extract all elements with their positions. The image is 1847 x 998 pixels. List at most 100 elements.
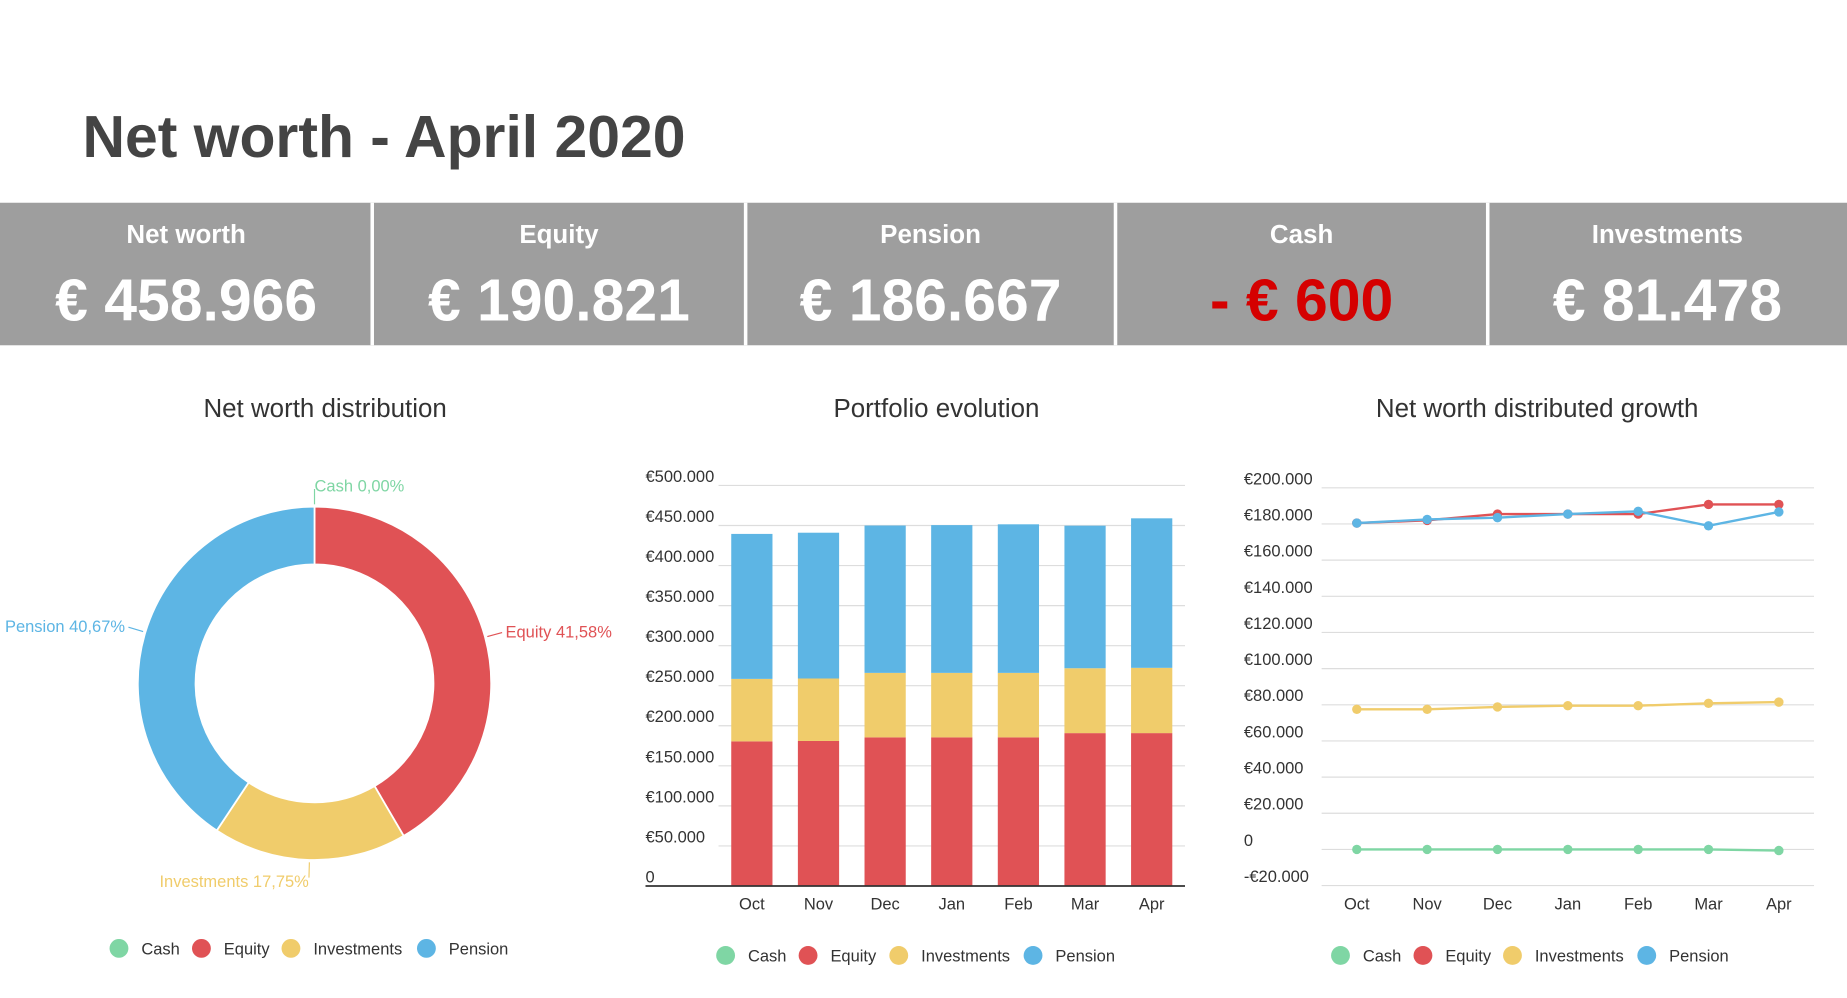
page-title: Net worth - April 2020: [82, 105, 685, 170]
pie-label: Pension 40,67%: [5, 618, 125, 636]
y-tick-label: €120.000: [1244, 615, 1313, 633]
legend-marker: [281, 938, 301, 958]
y-tick-label: €250.000: [646, 668, 715, 686]
y-tick-label: €500.000: [646, 468, 715, 486]
legend-label: Cash: [141, 940, 179, 958]
data-point: [1422, 514, 1432, 525]
data-point: [1563, 509, 1573, 519]
y-tick-label: €20.000: [1244, 796, 1304, 814]
bar-segment: [997, 672, 1040, 738]
y-tick-label: €50.000: [646, 828, 706, 846]
y-tick-label: -€20.000: [1244, 868, 1309, 886]
bar-segment: [1131, 667, 1173, 734]
data-point: [1703, 499, 1714, 510]
x-tick-label: Feb: [1624, 896, 1652, 914]
kpi-value: € 81.478: [1553, 269, 1782, 334]
legend-label: Equity: [1445, 947, 1492, 965]
bar-segment: [1064, 668, 1106, 734]
pie-slice: [313, 505, 493, 838]
chart-title: Net worth distribution: [203, 395, 446, 423]
legend-marker: [1331, 946, 1350, 965]
data-point: [1492, 702, 1503, 712]
bar-segment: [997, 524, 1040, 673]
bar-segment: [731, 533, 773, 679]
legend-marker: [1637, 946, 1657, 965]
data-point: [1774, 499, 1784, 510]
chart-title: Portfolio evolution: [833, 395, 1039, 423]
x-tick-label: Feb: [1004, 896, 1032, 914]
legend-marker: [192, 938, 211, 958]
data-point: [1633, 700, 1643, 711]
pie-label-category: Investments: [159, 873, 248, 891]
data-point: [1492, 844, 1503, 855]
leader-line: [128, 626, 144, 633]
legend-marker: [1023, 946, 1043, 965]
y-tick-label: 0: [1244, 832, 1253, 850]
x-tick-label: Apr: [1766, 896, 1792, 914]
bar-segment: [731, 678, 773, 742]
kpi-label: Pension: [880, 221, 981, 249]
bar-segment: [1064, 525, 1106, 669]
data-point: [1563, 844, 1573, 855]
legend-marker: [109, 938, 129, 958]
bar-segment: [864, 525, 906, 673]
legend-label: Equity: [224, 940, 271, 958]
data-point: [1492, 512, 1503, 523]
pie-label: Cash 0,00%: [315, 477, 405, 495]
legend-marker: [1413, 946, 1433, 965]
bar-segment: [931, 737, 973, 886]
legend-label: Equity: [830, 947, 877, 965]
pie-label-value: 41,58%: [556, 623, 612, 641]
y-tick-label: €160.000: [1244, 543, 1313, 561]
kpi-label: Cash: [1270, 221, 1333, 249]
x-tick-label: Oct: [739, 896, 765, 914]
y-tick-label: €40.000: [1244, 760, 1304, 778]
kpi-value: € 190.821: [428, 269, 690, 334]
x-tick-label: Apr: [1139, 896, 1165, 914]
bar-segment: [997, 737, 1040, 886]
legend-label: Pension: [1055, 947, 1115, 965]
kpi-value: € 458.966: [55, 269, 317, 334]
legend-marker: [416, 938, 436, 958]
data-point: [1633, 844, 1643, 855]
kpi-label: Net worth: [126, 221, 245, 249]
legend-label: Investments: [313, 940, 402, 958]
legend-label: Cash: [748, 947, 786, 965]
legend-marker: [1503, 946, 1522, 965]
legend-label: Investments: [1535, 947, 1624, 965]
x-tick-label: Nov: [804, 896, 834, 914]
bar-segment: [931, 672, 973, 738]
pie-slice: [136, 505, 316, 832]
y-tick-label: €450.000: [646, 508, 715, 526]
x-tick-label: Nov: [1412, 896, 1442, 914]
data-point: [1774, 697, 1784, 707]
legend-label: Cash: [1363, 947, 1401, 965]
data-point: [1422, 704, 1432, 715]
data-point: [1352, 704, 1362, 715]
y-tick-label: €180.000: [1244, 506, 1313, 524]
kpi-label: Investments: [1592, 221, 1743, 249]
y-tick-label: €100.000: [1244, 651, 1313, 669]
bar-segment: [1131, 518, 1173, 668]
x-tick-label: Mar: [1071, 896, 1100, 914]
y-tick-label: €200.000: [646, 708, 715, 726]
data-point: [1703, 698, 1714, 709]
leader-line: [487, 631, 503, 638]
kpi-label: Equity: [519, 221, 599, 249]
y-tick-label: €350.000: [646, 588, 715, 606]
legend-label: Pension: [1669, 947, 1729, 965]
x-tick-label: Dec: [870, 896, 899, 914]
x-tick-label: Jan: [938, 896, 965, 914]
data-point: [1352, 844, 1362, 855]
legend-label: Investments: [921, 947, 1010, 965]
y-tick-label: €80.000: [1244, 687, 1304, 705]
x-tick-label: Jan: [1555, 896, 1582, 914]
pie-label-category: Pension: [5, 618, 65, 636]
y-tick-label: €400.000: [646, 548, 715, 566]
bar-segment: [1131, 733, 1173, 886]
data-point: [1703, 521, 1714, 531]
bar-segment: [797, 532, 840, 679]
legend-marker: [798, 946, 818, 965]
